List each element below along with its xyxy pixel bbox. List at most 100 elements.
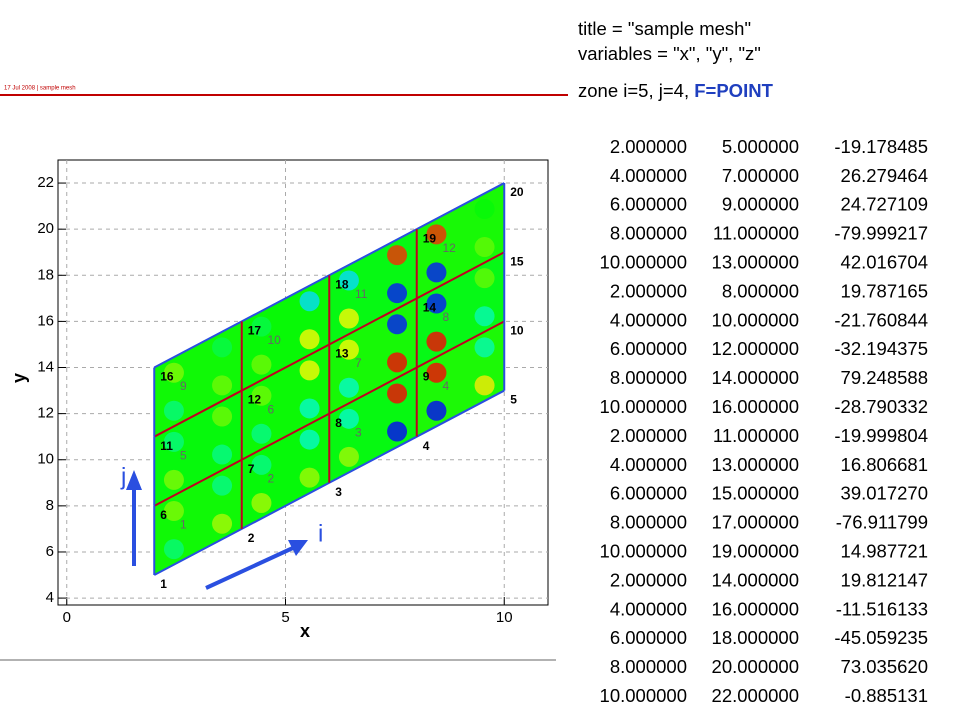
node-label: 13 [335, 347, 349, 361]
node-contour [163, 400, 184, 421]
z-value: 14.987721 [841, 540, 928, 561]
i-label: i [318, 520, 323, 547]
mesh-border [153, 320, 243, 369]
mesh-border [328, 435, 418, 484]
node-label: 4 [423, 439, 430, 453]
j-arrow [126, 470, 142, 566]
cell-label: 8 [443, 310, 450, 324]
x-value: 8.000000 [610, 223, 687, 244]
cell-label: 2 [268, 471, 275, 485]
node-label: 9 [423, 370, 430, 384]
zone-text: zone i=5, j=4, [578, 80, 689, 101]
z-value: -45.059235 [834, 627, 928, 648]
y-value: 18.000000 [712, 627, 799, 648]
node-label: 19 [423, 231, 437, 245]
mesh-line [328, 366, 418, 415]
mesh-border [241, 274, 330, 323]
y-value: 8.000000 [722, 280, 799, 301]
z-value: -21.760844 [834, 309, 928, 330]
z-value: 79.248588 [841, 367, 928, 388]
y-value: 5.000000 [722, 136, 799, 157]
mesh-line [328, 297, 418, 346]
node-contour [474, 306, 495, 327]
y-tick-label: 16 [37, 312, 54, 329]
node-contour [338, 446, 359, 467]
node-label: 6 [160, 508, 167, 522]
x-value: 2.000000 [610, 280, 687, 301]
y-tick-label: 20 [37, 220, 54, 237]
y-value: 13.000000 [712, 454, 799, 475]
mesh-line [153, 458, 243, 507]
cell-label: 5 [180, 448, 187, 462]
cell-label: 11 [355, 287, 368, 301]
node-contour [474, 375, 495, 396]
x-value: 8.000000 [610, 512, 687, 533]
x-value: 2.000000 [610, 569, 687, 590]
mesh-line [416, 251, 505, 300]
z-value: -11.516133 [836, 598, 928, 619]
node-label: 8 [335, 416, 342, 430]
node-contour [426, 224, 447, 245]
mesh-line [416, 320, 505, 369]
node-contour [212, 375, 233, 396]
node-contour [163, 501, 184, 522]
mesh-border [416, 182, 505, 231]
y-value: 11.000000 [713, 223, 799, 244]
y-value: 17.000000 [712, 512, 799, 533]
node-contour [251, 385, 272, 406]
z-value: -0.885131 [845, 685, 928, 706]
node-contour [426, 400, 447, 421]
node-contour [251, 454, 272, 475]
node-label: 3 [335, 485, 342, 499]
node-contour [387, 383, 408, 404]
x-value: 6.000000 [610, 338, 687, 359]
node-contour [251, 423, 272, 444]
x-value: 6.000000 [610, 194, 687, 215]
y-value: 22.000000 [712, 685, 799, 706]
node-contour [212, 475, 233, 496]
cell-label: 12 [443, 241, 457, 255]
node-contour [299, 467, 320, 488]
z-value: -19.999804 [834, 425, 928, 446]
header-line: title = "sample mesh" [578, 18, 751, 39]
node-contour [338, 377, 359, 398]
node-label: 12 [248, 393, 262, 407]
y-tick-label: 12 [37, 405, 54, 422]
y-tick-label: 6 [46, 543, 54, 560]
node-contour [299, 429, 320, 450]
x-tick-label: 5 [281, 609, 289, 626]
node-label: 1 [160, 577, 167, 591]
mesh-labels: 1234567891011121234567891011121314151617… [160, 185, 524, 591]
z-value: -76.911799 [836, 512, 928, 533]
node-contour [163, 431, 184, 452]
z-value: -28.790332 [834, 396, 928, 417]
node-contour [163, 362, 184, 383]
y-value: 7.000000 [722, 165, 799, 186]
z-value: 73.035620 [841, 656, 928, 677]
node-contour [426, 331, 447, 352]
node-contour [212, 337, 233, 358]
node-contour [338, 270, 359, 291]
z-value: -32.194375 [834, 338, 928, 359]
mesh-border [153, 528, 243, 576]
x-value: 8.000000 [610, 367, 687, 388]
node-contour [387, 283, 408, 304]
x-value: 4.000000 [610, 454, 687, 475]
y-value: 13.000000 [712, 251, 799, 272]
y-tick-label: 22 [37, 174, 54, 191]
z-value: 39.017270 [841, 483, 928, 504]
node-contour [299, 329, 320, 350]
banner: 17 Jul 2008 | sample mesh [4, 86, 76, 92]
node-label: 5 [510, 393, 517, 407]
node-contour [251, 492, 272, 513]
node-label: 11 [160, 439, 173, 453]
node-contour [474, 337, 495, 358]
z-value: 24.727109 [841, 194, 928, 215]
node-label: 18 [335, 277, 349, 291]
node-contour [474, 268, 495, 289]
y-value: 20.000000 [712, 656, 799, 677]
y-value: 14.000000 [712, 367, 799, 388]
x-value: 10.000000 [600, 396, 687, 417]
mesh-border [416, 389, 505, 438]
